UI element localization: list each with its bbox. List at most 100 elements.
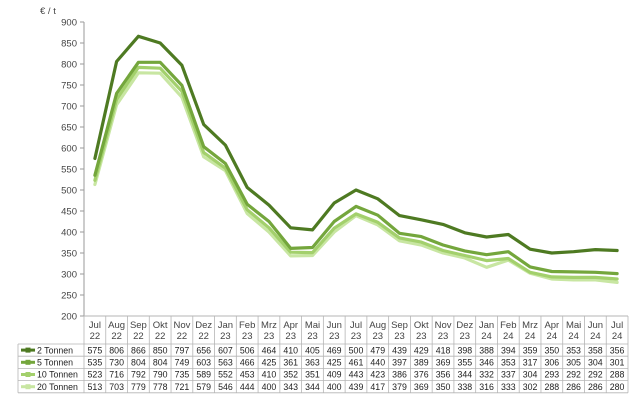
legend-label: 2 Tonnen <box>37 345 73 355</box>
table-cell-value: 535 <box>88 358 103 368</box>
x-tick-label-year: 23 <box>460 331 471 342</box>
table-cell-value: 352 <box>283 370 298 380</box>
table-cell-value: 523 <box>88 370 103 380</box>
x-tick-label-month: Apr <box>283 320 298 331</box>
table-cell-value: 388 <box>479 345 494 355</box>
x-tick-label-year: 24 <box>525 331 536 342</box>
legend-key-marker <box>25 359 31 365</box>
series-line-2-tonnen <box>93 34 619 255</box>
x-tick-label-year: 24 <box>481 331 492 342</box>
y-tick-label: 750 <box>61 80 77 91</box>
table-cell-value: 464 <box>262 345 277 355</box>
table-cell-value: 453 <box>240 370 255 380</box>
table-cell-value: 439 <box>392 345 407 355</box>
x-tick-label-year: 24 <box>612 331 623 342</box>
x-tick-label-month: Feb <box>239 320 255 331</box>
y-axis: 200 250 300 350 400 450 500 550 600 650 700 750 800 8… <box>61 17 85 322</box>
table-cell-value: 355 <box>457 358 472 368</box>
legend-key-marker <box>25 384 31 390</box>
x-tick-label-month: Mrz <box>522 320 538 331</box>
table-cell-value: 305 <box>566 358 581 368</box>
table-cell-value: 804 <box>153 358 168 368</box>
legend-label: 20 Tonnen <box>37 382 78 392</box>
x-tick-label-year: 24 <box>590 331 601 342</box>
table-cell-value: 443 <box>349 370 364 380</box>
table-cell-value: 369 <box>414 382 429 392</box>
x-tick-label-month: Apr <box>544 320 559 331</box>
x-tick-label-month: Aug <box>108 320 125 331</box>
table-cell-value: 369 <box>436 358 451 368</box>
y-axis-label: € / t <box>40 6 56 17</box>
table-cell-value: 405 <box>305 345 320 355</box>
table-cell-value: 552 <box>218 370 233 380</box>
table-cell-value: 735 <box>175 370 190 380</box>
table-cell-value: 469 <box>327 345 342 355</box>
table-cell-value: 344 <box>305 382 320 392</box>
x-tick-label-month: Jul <box>611 320 623 331</box>
table-cell-value: 353 <box>501 358 516 368</box>
table-cell-value: 721 <box>175 382 190 392</box>
y-tick-label: 900 <box>61 17 77 28</box>
table-cell-value: 479 <box>370 345 385 355</box>
table-cell-value: 292 <box>588 370 603 380</box>
table-cell-value: 338 <box>457 382 472 392</box>
x-tick-label-month: Mrz <box>261 320 277 331</box>
x-tick-label-month: Dez <box>456 320 473 331</box>
legend-label: 10 Tonnen <box>37 370 78 380</box>
table-cell-value: 351 <box>305 370 320 380</box>
table-cell-value: 306 <box>544 358 559 368</box>
table-cell-value: 603 <box>196 358 211 368</box>
table-cell-value: 730 <box>109 358 124 368</box>
table-cell-value: 417 <box>370 382 385 392</box>
table-cell-value: 363 <box>305 358 320 368</box>
table-cell-value: 410 <box>283 345 298 355</box>
table-cell-value: 804 <box>131 358 146 368</box>
y-tick-label: 650 <box>61 122 77 133</box>
table-cell-value: 346 <box>479 358 494 368</box>
table-cell-value: 444 <box>240 382 255 392</box>
y-tick-label: 800 <box>61 59 77 70</box>
table-cell-value: 607 <box>218 345 233 355</box>
table-cell-value: 409 <box>327 370 342 380</box>
table-cell-value: 317 <box>523 358 538 368</box>
x-tick-label-month: Mai <box>566 320 581 331</box>
table-cell-value: 280 <box>610 382 625 392</box>
table-cell-value: 304 <box>588 358 603 368</box>
x-tick-label-month: Okt <box>153 320 168 331</box>
table-cell-value: 418 <box>436 345 451 355</box>
table-cell-value: 439 <box>349 382 364 392</box>
x-tick-label-year: 24 <box>503 331 514 342</box>
table-cell-value: 361 <box>283 358 298 368</box>
x-tick-label-month: Jul <box>350 320 362 331</box>
x-tick-label-month: Aug <box>369 320 386 331</box>
table-cell-value: 400 <box>327 382 342 392</box>
table-cell-value: 356 <box>610 345 625 355</box>
table-cell-value: 288 <box>610 370 625 380</box>
table-cell-value: 353 <box>566 345 581 355</box>
x-tick-label-year: 22 <box>90 331 101 342</box>
table-cell-value: 466 <box>240 358 255 368</box>
x-tick-label-month: Nov <box>173 320 190 331</box>
table-cell-value: 778 <box>153 382 168 392</box>
x-tick-label-year: 22 <box>111 331 122 342</box>
table-cell-value: 749 <box>175 358 190 368</box>
table-cell-value: 376 <box>414 370 429 380</box>
x-tick-label-year: 23 <box>372 331 383 342</box>
table-cell-value: 579 <box>196 382 211 392</box>
table-cell-value: 332 <box>479 370 494 380</box>
x-tick-label-year: 22 <box>133 331 144 342</box>
table-cell-value: 350 <box>544 345 559 355</box>
x-tick-label-month: Dez <box>195 320 212 331</box>
table-cell-value: 302 <box>523 382 538 392</box>
table-cell-value: 286 <box>588 382 603 392</box>
x-tick-label-month: Jul <box>89 320 101 331</box>
table-cell-value: 425 <box>262 358 277 368</box>
table-cell-value: 293 <box>544 370 559 380</box>
table-cell-value: 797 <box>175 345 190 355</box>
y-tick-label: 300 <box>61 269 77 280</box>
x-tick-label-year: 23 <box>416 331 427 342</box>
x-tick-label-year: 23 <box>285 331 296 342</box>
x-tick-label-month: Sep <box>391 320 408 331</box>
y-tick-label: 600 <box>61 143 77 154</box>
